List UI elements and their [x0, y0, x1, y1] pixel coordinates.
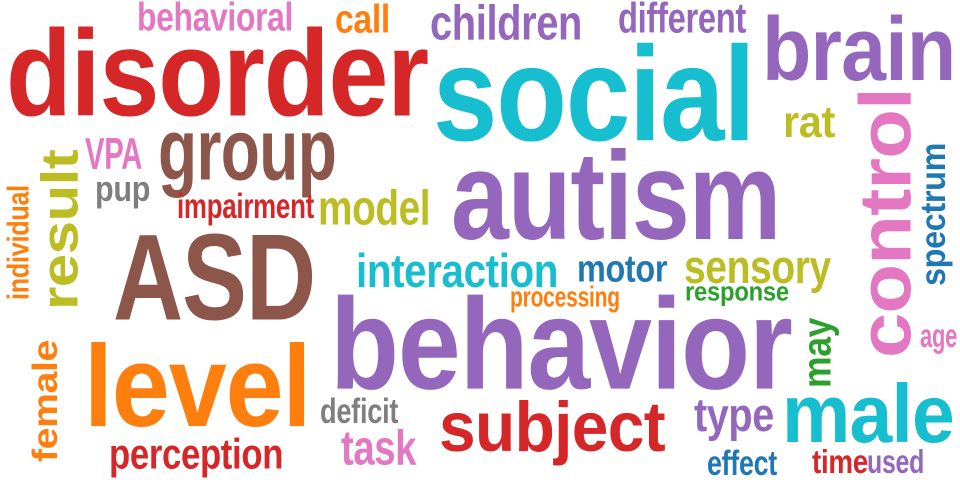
word-used: used [867, 443, 925, 480]
word-deficit: deficit [320, 391, 399, 431]
word-male: male [782, 367, 955, 460]
word-group: group [158, 100, 337, 199]
word-subject: subject [439, 387, 666, 467]
word-age: age [920, 317, 958, 355]
word-pup: pup [95, 167, 151, 209]
word-behavioral: behavioral [137, 0, 294, 40]
word-spectrum: spectrum [913, 142, 953, 286]
word-different: different [618, 0, 746, 42]
word-time: time [812, 443, 868, 480]
word-perception: perception [109, 430, 284, 478]
word-individual: individual [0, 185, 36, 300]
word-effect: effect [707, 443, 777, 480]
word-task: task [341, 420, 417, 476]
word-brain: brain [762, 0, 956, 100]
word-interaction: interaction [356, 244, 559, 298]
word-may: may [794, 317, 840, 388]
word-asd: ASD [113, 208, 316, 347]
word-vpa: VPA [85, 128, 143, 179]
word-female: female [25, 340, 65, 462]
word-level: level [84, 321, 311, 452]
word-type: type [694, 388, 774, 442]
word-sensory: sensory [684, 240, 831, 294]
word-disorder: disorder [6, 4, 429, 143]
word-processing: processing [510, 281, 620, 313]
word-result: result [30, 149, 89, 310]
word-children: children [430, 0, 582, 51]
word-model: model [318, 180, 431, 236]
word-social: social [433, 19, 756, 170]
word-behavior: behavior [330, 271, 793, 418]
word-response: response [685, 277, 789, 307]
word-autism: autism [451, 126, 781, 267]
word-control: control [844, 88, 927, 359]
word-call: call [335, 0, 390, 42]
word-rat: rat [783, 96, 835, 147]
word-impairment: impairment [177, 186, 315, 226]
word-motor: motor [577, 247, 668, 291]
